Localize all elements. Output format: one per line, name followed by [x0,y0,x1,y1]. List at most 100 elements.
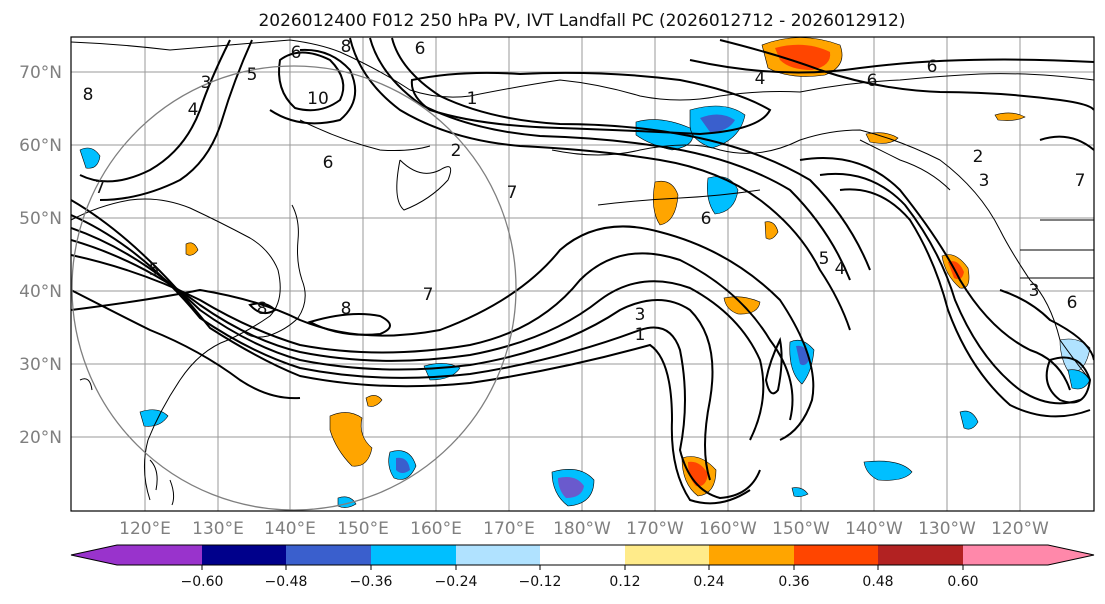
contour-label: 6 [867,71,878,91]
lon-label-170e: 170°E [483,519,535,539]
contour-label: 7 [1075,171,1086,191]
lat-label-60n: 60°N [19,136,62,156]
colorbar-ticks [201,565,964,570]
lon-label-150e: 150°E [337,519,389,539]
shade-negative-east-2 [959,410,979,430]
lat-label-20n: 20°N [19,428,62,448]
shade-negative-small-2 [791,487,809,497]
shade-negative-alaska-core [700,114,735,132]
contour-labels: 8 3 4 5 6 6 8 10 1 6 7 7 2 8 8 7 6 4 6 5 [83,37,1086,345]
contour-10-ring [278,51,345,112]
contour-label: 6 [323,153,334,173]
lon-label-160w: 160°W [699,519,757,539]
shade-positive-gulf [865,132,899,144]
contour-9 [99,39,253,201]
lat-label-50n: 50°N [19,209,62,229]
coast-aleutians [597,189,761,206]
lon-label-140w: 140°W [845,519,903,539]
contour-8 [79,39,231,183]
colorbar-segment [456,545,540,565]
colorbar-segment [540,545,625,565]
contour-1 [71,225,815,441]
contour-label: 2 [451,141,462,161]
contour-label: 6 [701,209,712,229]
contour-label: 5 [247,65,258,85]
contour-label: 7 [95,178,106,198]
lon-label-130w: 130°W [918,519,976,539]
colorbar-segment [794,545,878,565]
colorbar-outline [70,544,1095,566]
contour-6 [71,199,751,505]
coast-islands [79,378,175,506]
shade-positive-arctic-core [775,44,831,70]
contour-label: 4 [755,69,766,89]
contour-label: 4 [835,259,846,279]
colorbar-tick-label: 0.60 [947,574,978,590]
contour-3 [71,239,765,441]
shade-positive-small-1 [764,221,779,240]
coast-arctic [71,39,1094,101]
shade-positive-aleutian-west [653,181,679,226]
contour-label: 3 [635,305,646,325]
shade-positive-west-2 [329,412,373,467]
lon-label-150w: 150°W [772,519,830,539]
colorbar-segment [963,545,1048,565]
contour-label: 7 [507,183,518,203]
contour-label: 4 [188,100,199,120]
contour-1-ring [410,71,772,136]
contour-7 [71,289,301,400]
shade-positive-china [185,242,199,256]
colorbar-tick-labels: −0.60 −0.48 −0.36 −0.24 −0.12 0.12 0.24 … [181,574,979,590]
contour-label: 6 [415,39,426,59]
lon-label-180w: 180°W [553,519,611,539]
colorbar-tick-label: 0.48 [862,574,893,590]
shade-negative-bering [635,119,693,151]
contour-label: 2 [973,147,984,167]
colorbar-segment [371,545,456,565]
colorbar-tick-label: 0.12 [609,574,640,590]
colorbar-segment [709,545,794,565]
contour-label: 6 [927,57,938,77]
colorbar-tick-label: −0.48 [265,574,308,590]
map-frame [70,36,1095,512]
contour-pv-3 [391,37,871,271]
contour-label: 6 [291,43,302,63]
colorbar-extend-high [1048,545,1094,565]
contour-label: 8 [257,299,268,319]
colorbar-tick-label: −0.12 [519,574,562,590]
colorbar-tick-label: −0.60 [181,574,224,590]
contour-label: 7 [423,285,434,305]
lon-label-130e: 130°E [192,519,244,539]
colorbar-extend-low [71,545,117,565]
lat-label-30n: 30°N [19,355,62,375]
contour-4 [71,227,714,481]
map-panel: 8 3 4 5 6 6 8 10 1 6 7 7 2 8 8 7 6 4 6 5 [19,36,1095,539]
contour-arctic-2 [689,58,1094,74]
coast-borders [1020,219,1094,279]
contour-ne-5 [999,289,1094,361]
coast-kamchatka [396,159,452,211]
contour-label: 1 [467,89,478,109]
colorbar-tick-label: 0.36 [778,574,809,590]
longitude-labels: 120°E 130°E 140°E 150°E 160°E 170°E 180°… [119,519,1049,539]
contour-8-small-2 [248,302,277,315]
contour-2 [71,252,794,421]
contour-label: 5 [819,249,830,269]
reference-circle [71,65,517,511]
contour-ne-1 [799,157,1071,391]
contour-pv-5 [349,37,851,331]
lon-label-170w: 170°W [626,519,684,539]
contour-ne-2 [819,172,1081,405]
colorbar-segment [878,545,963,565]
contour-5 [71,214,761,500]
colorbar-segment [286,545,371,565]
colorbar-segment [625,545,709,565]
coast-gulf [859,139,951,191]
contour-label: 10 [307,89,329,109]
lon-label-160e: 160°E [410,519,462,539]
contour-8-small [307,313,391,336]
shade-negative-west-3-core [396,457,410,473]
contour-label: 5 [149,260,160,280]
shade-negative-west-2 [139,409,169,427]
